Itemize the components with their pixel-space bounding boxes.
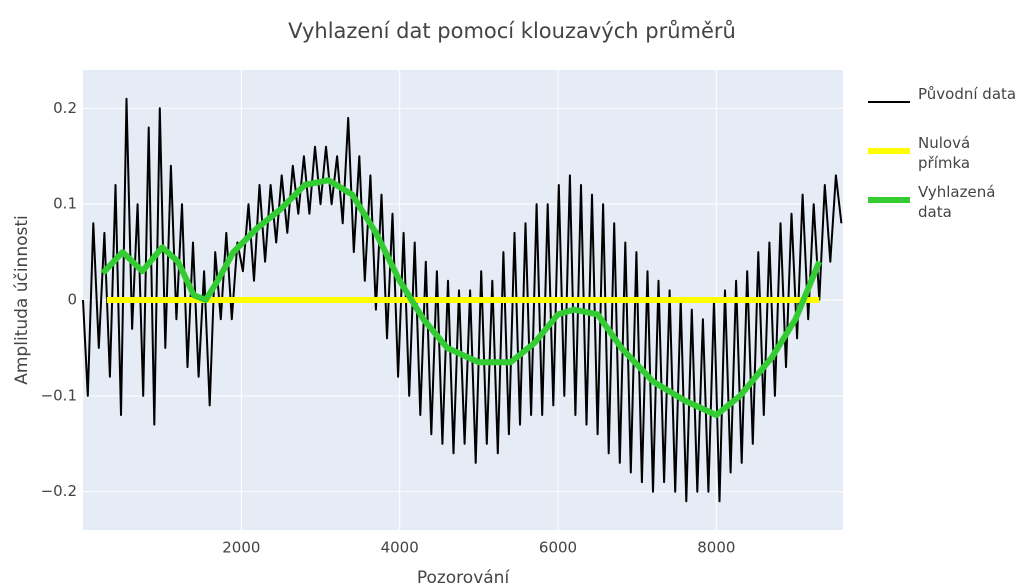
line-series — [82, 97, 843, 503]
y-axis-title: Amplituda účinnosti — [12, 215, 32, 385]
legend-label: Vyhlazená data — [918, 183, 996, 221]
x-tick-label: 6000 — [539, 539, 577, 557]
y-tick-label: 0.2 — [53, 99, 77, 117]
y-tick-label: −0.1 — [41, 386, 77, 404]
x-tick-label: 4000 — [381, 539, 419, 557]
y-tick-label: −0.2 — [41, 482, 77, 500]
chart-title: Vyhlazení dat pomocí klouzavých průměrů — [288, 19, 736, 43]
line-series — [100, 177, 823, 418]
legend-label: Původní data — [918, 85, 1017, 103]
x-tick-label: 8000 — [697, 539, 735, 557]
x-axis-title: Pozorování — [417, 568, 511, 588]
y-tick-label: 0.1 — [53, 195, 77, 213]
x-tick-label: 2000 — [222, 539, 260, 557]
legend-label: Nulová přímka — [918, 134, 971, 172]
y-tick-label: 0 — [67, 291, 77, 309]
